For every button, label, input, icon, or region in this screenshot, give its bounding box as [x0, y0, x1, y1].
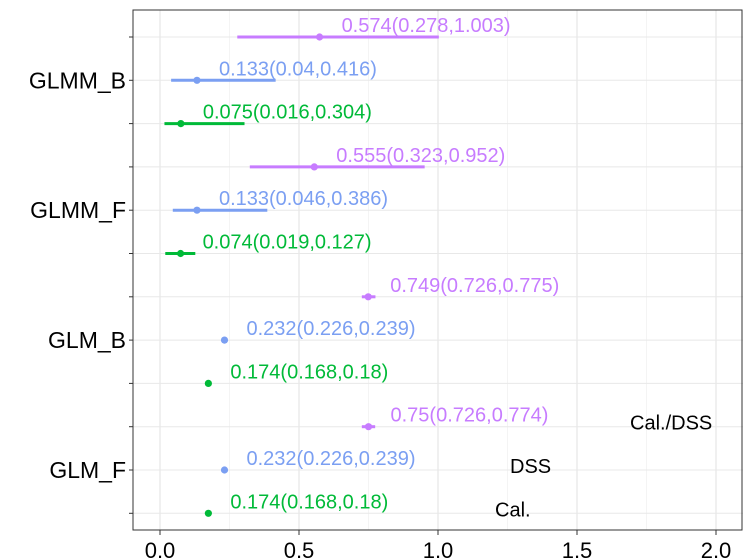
category-label: GLMM_B [29, 67, 126, 93]
estimate-label: 0.174(0.168,0.18) [230, 491, 388, 513]
x-axis: 0.0 0.5 1.0 1.5 2.0 [145, 530, 732, 558]
estimate-row: 0.232(0.226,0.239) [220, 318, 416, 344]
estimate-row: 0.75(0.726,0.774) [361, 405, 549, 431]
category-label: GLM_F [49, 457, 126, 483]
estimate-row: 0.749(0.726,0.775) [361, 275, 559, 301]
estimate-row: 0.075(0.016,0.304) [164, 102, 372, 128]
estimate-label: 0.574(0.278,1.003) [342, 15, 511, 37]
legend-label: DSS [510, 456, 551, 478]
estimate-row: 0.074(0.019,0.127) [165, 232, 372, 258]
estimate-row: 0.174(0.168,0.18) [204, 361, 388, 387]
grid [133, 10, 743, 530]
estimate-label: 0.232(0.226,0.239) [246, 318, 415, 340]
point-estimate [193, 76, 201, 84]
x-tick-label: 0.5 [284, 538, 315, 558]
estimate-label: 0.174(0.168,0.18) [230, 361, 388, 383]
point-estimate [193, 206, 201, 214]
estimate-label: 0.133(0.046,0.386) [219, 188, 388, 210]
point-estimate [310, 163, 318, 171]
estimate-label: 0.133(0.04,0.416) [219, 58, 377, 80]
y-axis: GLMM_B GLMM_F GLM_B GLM_F [29, 36, 133, 514]
category-label: GLM_B [48, 327, 126, 353]
x-tick-label: 1.5 [562, 538, 593, 558]
point-estimate [176, 249, 185, 258]
estimate-label: 0.074(0.019,0.127) [203, 232, 372, 254]
point-estimate [364, 293, 372, 301]
estimate-row: 0.574(0.278,1.003) [237, 15, 511, 41]
estimate-row: 0.133(0.04,0.416) [171, 58, 377, 84]
x-tick-label: 1.0 [423, 538, 454, 558]
point-estimate [220, 336, 229, 344]
series-marks: 0.574(0.278,1.003) 0.133(0.04,0.416) 0.075… [164, 15, 559, 517]
estimate-label: 0.075(0.016,0.304) [203, 102, 372, 124]
legend: Cal./DSS DSS Cal. [495, 413, 712, 522]
x-tick-label: 2.0 [701, 538, 732, 558]
point-estimate [177, 120, 185, 128]
estimate-row: 0.133(0.046,0.386) [172, 188, 388, 214]
estimate-label: 0.232(0.226,0.239) [246, 448, 415, 470]
point-estimate [315, 33, 324, 41]
estimate-label: 0.749(0.726,0.775) [390, 275, 559, 297]
estimate-row: 0.555(0.323,0.952) [249, 145, 505, 171]
x-tick-label: 0.0 [145, 538, 176, 558]
estimate-label: 0.75(0.726,0.774) [391, 405, 549, 427]
estimate-row: 0.232(0.226,0.239) [220, 448, 416, 474]
point-estimate [220, 466, 229, 474]
category-label: GLMM_F [30, 197, 126, 223]
point-estimate [364, 423, 373, 431]
legend-label: Cal./DSS [630, 413, 712, 435]
legend-label: Cal. [495, 499, 531, 521]
estimate-label: 0.555(0.323,0.952) [336, 145, 505, 167]
point-estimate [204, 379, 212, 387]
estimate-row: 0.174(0.168,0.18) [204, 491, 388, 517]
point-estimate [204, 509, 212, 517]
